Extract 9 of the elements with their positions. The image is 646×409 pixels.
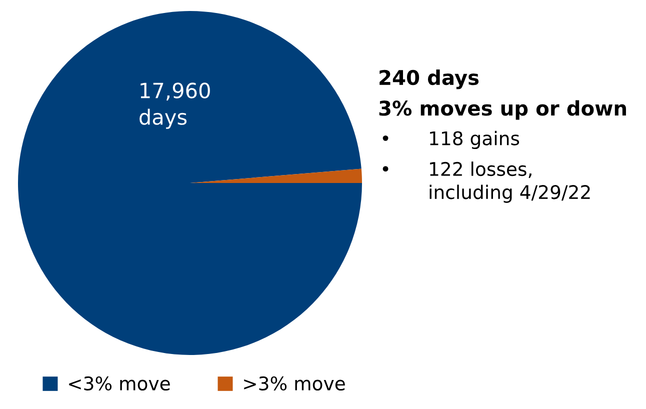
text: • 122 losses, including 4/29/22 xyxy=(382,162,590,203)
pie-slice xyxy=(190,168,362,183)
text: • 118 gains xyxy=(382,130,520,150)
data-label: 17,960 days xyxy=(140,82,210,129)
text: 3% moves up or down xyxy=(379,100,626,120)
text: 240 days xyxy=(380,70,479,90)
legend-label: >3% move xyxy=(244,376,345,391)
pie-slice xyxy=(18,11,362,355)
legend-label: <3% move xyxy=(69,376,170,391)
